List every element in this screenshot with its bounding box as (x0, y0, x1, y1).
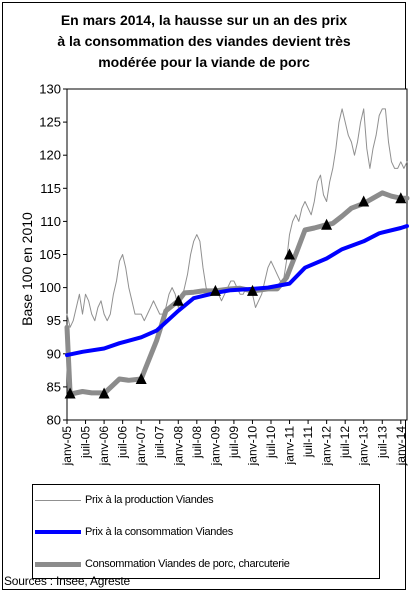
x-axis: janv-05 juil-05 janv-06 juil-06 janv-07 juil-… (60, 420, 408, 466)
triangle-marker (209, 284, 221, 296)
x-tick-label: juil-12 (338, 426, 352, 459)
x-tick-label: janv-14 (394, 426, 408, 467)
title-line-3: modérée pour la viande de porc (98, 54, 310, 70)
legend-item-consommation: Prix à la consommation Viandes (33, 521, 233, 543)
x-tick-label: juil-05 (79, 426, 93, 459)
legend-swatch-production (35, 499, 81, 501)
x-tick-label: juil-11 (301, 426, 315, 458)
y-tick-label: 85 (47, 379, 61, 394)
chart-title: En mars 2014, la hausse sur un an des pr… (8, 10, 400, 73)
x-tick-label: juil-10 (264, 426, 278, 459)
triangle-marker (247, 284, 258, 296)
legend: Prix à la production Viandes Prix à la c… (32, 484, 380, 579)
source-note: Sources : Insee, Agreste (4, 574, 130, 588)
y-tick-label: 130 (39, 82, 61, 97)
plot-border (66, 88, 408, 421)
triangle-marker (135, 373, 147, 384)
y-tick-label: 115 (40, 181, 61, 196)
x-tick-label: juil-13 (375, 426, 389, 459)
x-tick-label: janv-06 (97, 426, 111, 467)
series-layer (64, 108, 410, 399)
legend-swatch-consommation (35, 530, 81, 534)
triangle-marker (284, 248, 295, 260)
triangle-marker (395, 192, 407, 204)
y-tick-label: 105 (39, 247, 61, 262)
triangle-marker (64, 387, 76, 399)
title-line-2: à la consommation des viandes devient tr… (57, 33, 351, 49)
x-tick-label: janv-12 (320, 426, 334, 467)
y-axis: 80 85 90 95 100 105 110 115 120 125 130 (39, 82, 67, 428)
x-tick-label: juil-07 (153, 426, 167, 459)
line-chart: 80 85 90 95 100 105 110 115 120 125 130 janv-05 jui… (19, 82, 410, 466)
y-tick-label: 125 (39, 115, 61, 130)
x-tick-label: janv-08 (171, 426, 185, 467)
y-axis-label: Base 100 en 2010 (19, 212, 35, 326)
legend-label-consommation: Prix à la consommation Viandes (85, 526, 233, 538)
x-tick-label: juil-06 (116, 426, 130, 459)
series-line-1 (65, 224, 409, 358)
y-tick-label: 100 (39, 280, 61, 295)
x-tick-label: janv-13 (357, 426, 371, 467)
x-tick-label: janv-11 (283, 426, 297, 466)
plot-area (66, 88, 408, 421)
x-tick-label: janv-07 (134, 426, 148, 467)
x-tick-label: juil-09 (227, 426, 241, 459)
x-tick-label: janv-05 (60, 426, 74, 467)
y-tick-label: 110 (40, 214, 61, 229)
y-tick-label: 90 (47, 346, 61, 361)
y-tick-label: 120 (39, 148, 61, 163)
legend-swatch-porc (35, 561, 81, 567)
legend-label-production: Prix à la production Viandes (85, 494, 214, 506)
legend-label-porc: Consommation Viandes de porc, charcuteri… (85, 558, 290, 570)
title-line-1: En mars 2014, la hausse sur un an des pr… (60, 12, 348, 28)
triangle-marker (98, 387, 110, 399)
triangle-marker (321, 218, 333, 230)
legend-item-production: Prix à la production Viandes (33, 489, 214, 511)
x-tick-label: juil-08 (190, 426, 204, 459)
x-tick-label: janv-10 (245, 426, 259, 467)
triangle-marker (172, 294, 184, 306)
y-tick-label: 95 (47, 313, 61, 328)
x-tick-label: janv-09 (208, 426, 222, 467)
legend-item-porc: Consommation Viandes de porc, charcuteri… (33, 553, 290, 575)
triangle-marker (358, 195, 370, 207)
y-tick-label: 80 (47, 413, 61, 428)
